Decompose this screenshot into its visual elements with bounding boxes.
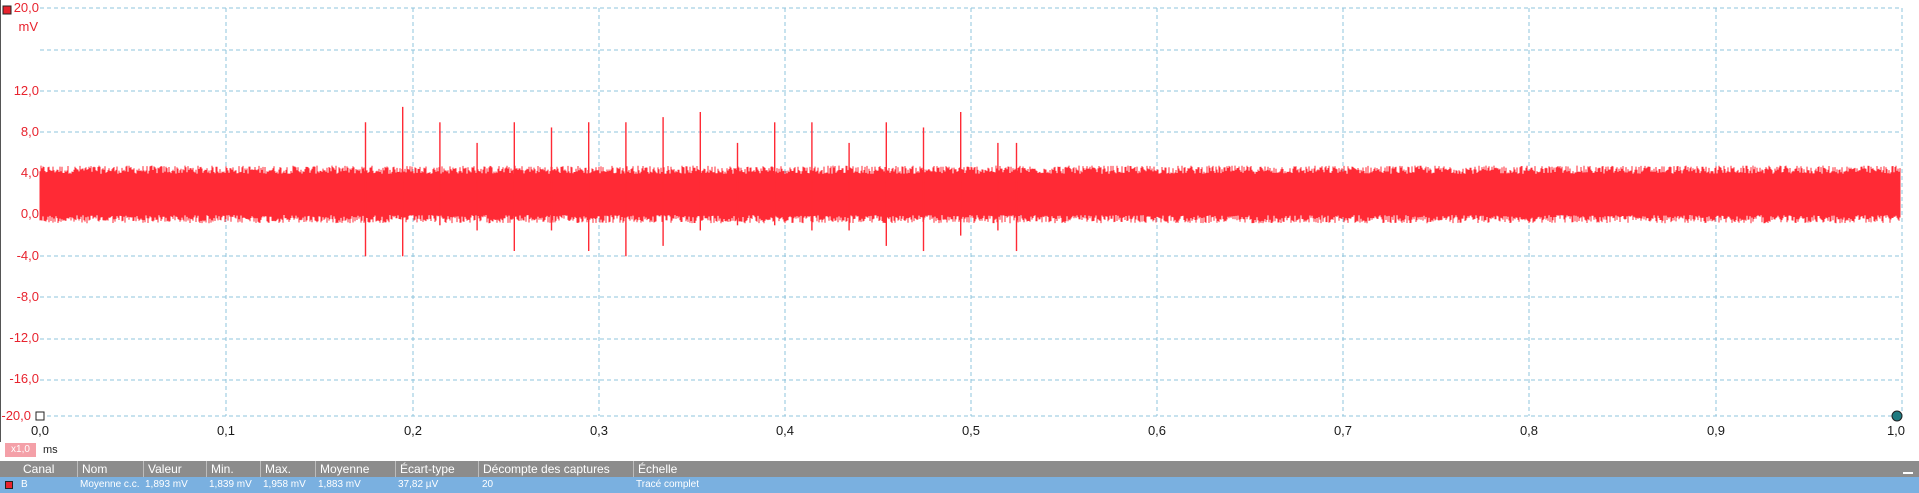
header-canal[interactable]: Canal — [23, 462, 55, 476]
cell-min: 1,839 mV — [209, 479, 252, 490]
y-unit-label: mV — [19, 19, 39, 34]
x-tick-label: 0,5 — [962, 423, 980, 438]
y-tick-label: 12,0 — [14, 83, 39, 98]
time-marker-icon[interactable] — [1891, 410, 1903, 422]
cell-canal: B — [21, 479, 28, 490]
ruler-handle-icon[interactable] — [35, 411, 45, 421]
header-moyenne[interactable]: Moyenne — [315, 461, 398, 477]
x-tick-label: 0,2 — [404, 423, 422, 438]
measurement-row[interactable]: B Moyenne c.c. 1,893 mV 1,839 mV 1,958 m… — [0, 477, 1919, 493]
header-nom[interactable]: Nom — [77, 461, 144, 477]
x-tick-label: 0,0 — [31, 423, 49, 438]
x-tick-label: 0,4 — [776, 423, 794, 438]
cell-nom: Moyenne c.c. — [80, 479, 140, 490]
y-tick-label: -20,0 — [1, 408, 31, 423]
axis-scale-row: x1,0 ms — [0, 442, 1919, 460]
zoom-badge[interactable]: x1,0 — [5, 443, 36, 457]
trace-channel-b — [39, 106, 1901, 257]
measurements-header: Canal Nom Valeur Min. Max. Moyenne Écart… — [0, 461, 1919, 477]
cell-moyenne: 1,883 mV — [318, 479, 361, 490]
y-tick-label: 20,0 — [14, 0, 39, 15]
x-tick-label: 0,8 — [1520, 423, 1538, 438]
cell-ecart-type: 37,82 µV — [398, 479, 439, 490]
y-tick-label: -12,0 — [9, 330, 39, 345]
x-unit-label: ms — [43, 444, 58, 456]
x-axis: 0,0 0,1 0,2 0,3 0,4 0,5 0,6 0,7 0,8 0,9 … — [31, 423, 1905, 438]
y-tick-label: -8,0 — [17, 289, 39, 304]
cell-echelle: Tracé complet — [636, 479, 699, 490]
y-axis: 20,0 mV 12,0 8,0 4,0 0,0 -4,0 -8,0 -12,0… — [1, 0, 39, 423]
channel-b-marker-icon[interactable] — [2, 5, 12, 15]
header-valeur[interactable]: Valeur — [143, 461, 208, 477]
y-tick-label: -16,0 — [9, 371, 39, 386]
channel-color-swatch — [5, 481, 13, 489]
y-tick-label: 4,0 — [21, 165, 39, 180]
y-tick-label: 0,0 — [21, 206, 39, 221]
trace-core — [40, 182, 1900, 209]
y-tick-label: -4,0 — [17, 248, 39, 263]
header-decompte-captures[interactable]: Décompte des captures — [478, 461, 633, 477]
header-min[interactable]: Min. — [206, 461, 261, 477]
x-tick-label: 1,0 — [1887, 423, 1905, 438]
minimize-icon[interactable] — [1903, 464, 1913, 474]
header-max[interactable]: Max. — [260, 461, 317, 477]
cell-valeur: 1,893 mV — [145, 479, 188, 490]
header-ecart-type[interactable]: Écart-type — [395, 461, 480, 477]
x-tick-label: 0,9 — [1707, 423, 1725, 438]
measurements-table: Canal Nom Valeur Min. Max. Moyenne Écart… — [0, 461, 1919, 493]
x-tick-label: 0,7 — [1334, 423, 1352, 438]
x-tick-label: 0,1 — [217, 423, 235, 438]
x-tick-label: 0,6 — [1148, 423, 1166, 438]
cell-max: 1,958 mV — [263, 479, 306, 490]
header-echelle[interactable]: Échelle — [633, 461, 758, 477]
x-tick-label: 0,3 — [590, 423, 608, 438]
cell-decompte: 20 — [482, 479, 494, 490]
y-tick-label: 8,0 — [21, 124, 39, 139]
